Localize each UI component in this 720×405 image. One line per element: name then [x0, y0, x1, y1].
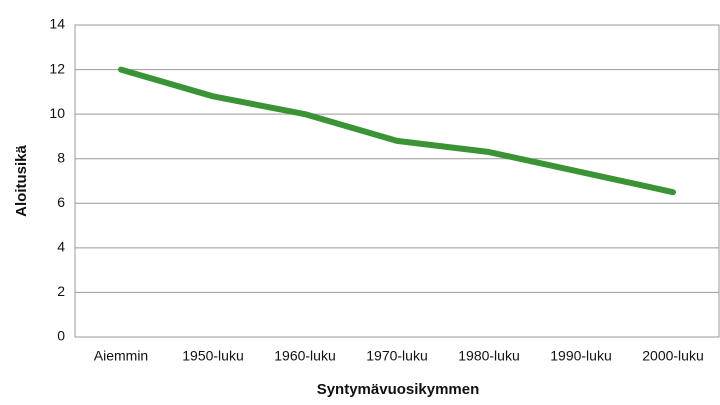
y-tick-label: 14 — [49, 16, 65, 32]
y-tick-label: 4 — [57, 239, 65, 255]
x-tick-label: 1970-luku — [366, 348, 428, 364]
y-axis-title: Aloitusikä — [13, 145, 30, 217]
x-tick-label: 1980-luku — [458, 348, 520, 364]
x-tick-label: 1990-luku — [550, 348, 612, 364]
y-tick-label: 8 — [57, 149, 65, 165]
x-tick-label: 1950-luku — [182, 348, 244, 364]
y-tick-label: 10 — [49, 105, 65, 121]
x-axis-title: Syntymävuosikymmen — [317, 381, 480, 398]
data-line — [118, 66, 676, 196]
x-tick-label: 1960-luku — [274, 348, 336, 364]
y-tick-label: 0 — [57, 328, 65, 344]
y-tick-label: 2 — [57, 283, 65, 299]
plot-frame — [74, 24, 720, 338]
y-tick-label: 6 — [57, 194, 65, 210]
x-tick-label: Aiemmin — [94, 348, 148, 364]
y-tick-label: 12 — [49, 60, 65, 76]
x-tick-label: 2000-luku — [642, 348, 704, 364]
